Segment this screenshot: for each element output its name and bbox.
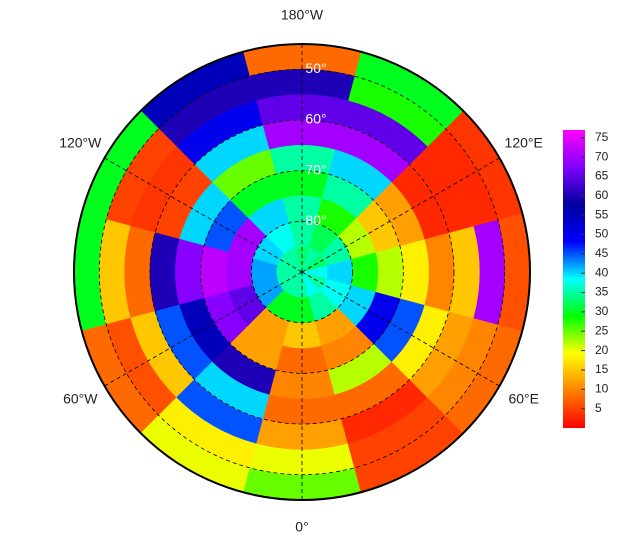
colorbar-tick-label: 75	[595, 130, 609, 144]
colorbar-tick-label: 35	[595, 285, 609, 299]
lon-label: 120°E	[505, 135, 543, 151]
lon-grid-line	[104, 271, 303, 387]
colorbar-tick-label: 40	[595, 265, 609, 279]
lat-grid-line	[149, 119, 455, 425]
colorbar-tick-label: 70	[595, 149, 609, 163]
colorbar	[563, 130, 585, 428]
grid-cell	[283, 271, 303, 297]
lat-grid-line	[98, 68, 506, 476]
lon-grid-line	[301, 271, 500, 387]
lon-label: 60°E	[508, 391, 539, 407]
lon-label: 60°W	[63, 391, 98, 407]
grid-cell	[375, 245, 404, 299]
lon-label: 0°	[295, 519, 308, 535]
colorbar-tick-label: 50	[595, 227, 609, 241]
colorbar-tick-label: 10	[595, 381, 609, 395]
grid-cell	[225, 252, 254, 292]
colorbar-tick-label: 30	[595, 304, 609, 318]
colorbar-tick-label: 60	[595, 188, 609, 202]
colorbar-tick-label: 65	[595, 169, 609, 183]
grid-cell	[175, 238, 205, 306]
colorbar-tick-label: 15	[595, 362, 609, 376]
lat-label: 60°	[305, 111, 326, 127]
colorbar-tick-label: 55	[595, 207, 609, 221]
lon-label: 180°W	[281, 7, 324, 23]
colorbar-tick-label: 20	[595, 343, 609, 357]
colorbar-tick-label: 25	[595, 323, 609, 337]
grid-cell	[350, 252, 379, 292]
grid-cell	[399, 238, 429, 306]
lon-label: 120°W	[59, 135, 102, 151]
colorbar-tick-label: 5	[595, 401, 602, 415]
lon-grid-line	[301, 157, 500, 273]
lat-label: 80°	[305, 212, 326, 228]
colorbar-tick-label: 45	[595, 246, 609, 260]
lat-label: 50°	[305, 60, 326, 76]
grid-cell	[200, 245, 229, 299]
lat-label: 70°	[305, 161, 326, 177]
lon-grid-line	[104, 157, 303, 273]
